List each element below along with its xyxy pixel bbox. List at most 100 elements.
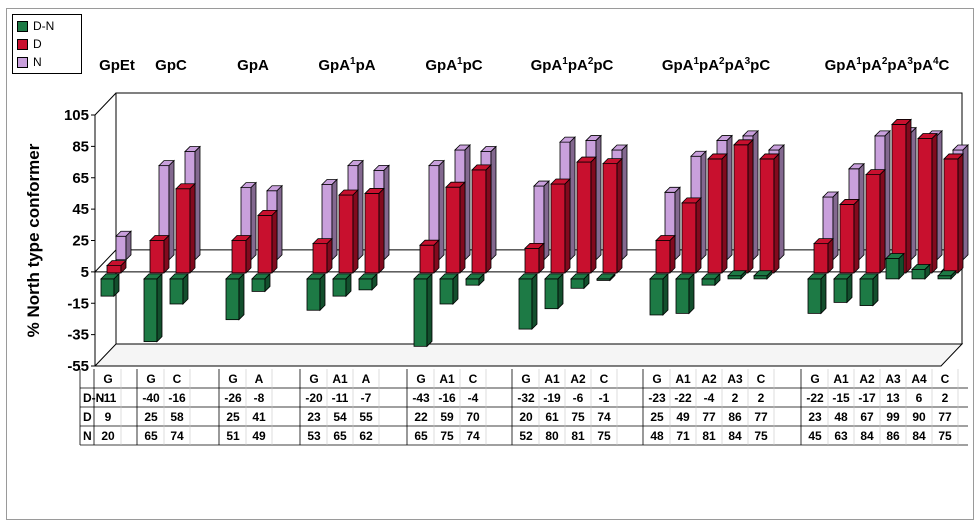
table-cell: -1	[599, 391, 610, 405]
bar-dn	[833, 272, 853, 304]
bar-d-front	[733, 144, 749, 274]
bar-dn	[100, 272, 120, 298]
bar-n-side	[543, 180, 550, 261]
bar-dn	[169, 272, 189, 305]
bar-dn-front	[143, 278, 158, 343]
bar-n-side	[962, 143, 969, 261]
table-col-header: C	[941, 372, 950, 386]
bar-d	[524, 242, 545, 274]
bar-d-side	[485, 163, 492, 274]
bar-dn-side	[740, 269, 747, 280]
bar-n-side	[858, 162, 865, 261]
bar-dn-front	[833, 278, 848, 303]
table-cell: 51	[226, 429, 240, 443]
bar-dn-side	[583, 272, 590, 290]
table-cell: 71	[676, 429, 690, 443]
table-col-header: A1	[675, 372, 691, 386]
legend-item-dn: D-N	[17, 17, 77, 35]
table-cell: 61	[545, 410, 559, 424]
table-col-header: A3	[727, 372, 743, 386]
table-cell: -23	[648, 391, 666, 405]
bar-dn-front	[439, 278, 454, 305]
table-col-header: G	[652, 372, 661, 386]
bar-d-front	[419, 244, 435, 274]
table-cell: 2	[732, 391, 739, 405]
group-title: GpC	[155, 57, 187, 74]
bar-dn-side	[846, 272, 853, 304]
y-tick-label: -15	[67, 295, 89, 312]
table-cell: 22	[414, 410, 428, 424]
bar-dn-front	[937, 275, 952, 280]
bar-dn-front	[358, 278, 373, 291]
bar-dn-front	[753, 275, 768, 280]
bar-d-front	[865, 174, 881, 274]
table-cell: 75	[597, 429, 611, 443]
table-cell: 52	[519, 429, 533, 443]
bar-d	[106, 259, 127, 274]
table-cell: -17	[858, 391, 876, 405]
bar-d-side	[538, 242, 545, 274]
bar-dn-front	[859, 278, 874, 306]
bar-d-side	[931, 132, 938, 274]
bar-d-side	[352, 189, 359, 274]
bar-n-side	[357, 159, 364, 261]
bar-d-side	[163, 234, 170, 274]
bar-dn-side	[688, 272, 695, 315]
table-cell: 54	[333, 410, 347, 424]
table-row-label: D	[83, 410, 92, 424]
bar-d	[312, 237, 333, 274]
table-cell: -4	[704, 391, 715, 405]
bar-dn	[143, 272, 163, 343]
table-col-header: A	[255, 372, 264, 386]
bar-n-side	[778, 143, 785, 261]
table-cell: 65	[414, 429, 428, 443]
bar-dn-front	[701, 278, 716, 286]
group-title: GpA1pC	[425, 56, 482, 74]
bar-n-side	[700, 150, 707, 261]
bar-d-front	[175, 188, 191, 274]
table-cell: -20	[305, 391, 323, 405]
bar-n-side	[910, 126, 917, 261]
bar-d	[231, 234, 252, 274]
legend-label-dn: D-N	[33, 19, 55, 33]
bar-d	[576, 156, 597, 274]
bar-dn-front	[332, 278, 347, 297]
bar-n	[115, 230, 132, 261]
bar-d-side	[120, 259, 127, 274]
table-cell: 6	[916, 391, 923, 405]
group-title: GpA1pA2pC	[531, 56, 614, 74]
legend-swatch-d	[17, 38, 28, 50]
bar-dn	[675, 272, 695, 315]
bar-dn-side	[662, 272, 669, 316]
table-cell: 81	[571, 429, 585, 443]
table-cell: 65	[144, 429, 158, 443]
bar-dn-side	[714, 272, 721, 287]
bar-dn	[465, 272, 485, 287]
bar-dn-side	[557, 272, 564, 310]
table-cell: 25	[650, 410, 664, 424]
table-cell: 23	[808, 410, 822, 424]
bar-d-front	[471, 169, 487, 274]
table-cell: -15	[832, 391, 850, 405]
bar-dn	[753, 269, 773, 280]
bar-d	[839, 198, 860, 274]
bar-dn-front	[544, 278, 559, 310]
bar-dn-front	[306, 278, 321, 311]
legend-swatch-n	[17, 56, 28, 68]
table-col-header: C	[757, 372, 766, 386]
bar-d	[759, 152, 780, 274]
table-cell: 41	[252, 410, 266, 424]
bar-n	[822, 191, 839, 261]
bar-d	[471, 163, 492, 274]
table-cell: 59	[440, 410, 454, 424]
bar-d-side	[747, 138, 754, 274]
bar-dn-front	[649, 278, 664, 316]
table-col-header: A1	[439, 372, 455, 386]
table-cell: 74	[466, 429, 480, 443]
table-cell: -40	[142, 391, 160, 405]
bar-d-side	[590, 156, 597, 274]
bar-dn-side	[452, 272, 459, 305]
group-title: GpA1pA2pA3pC	[662, 56, 771, 74]
table-row-label: N	[83, 429, 92, 443]
bar-d-side	[669, 234, 676, 274]
